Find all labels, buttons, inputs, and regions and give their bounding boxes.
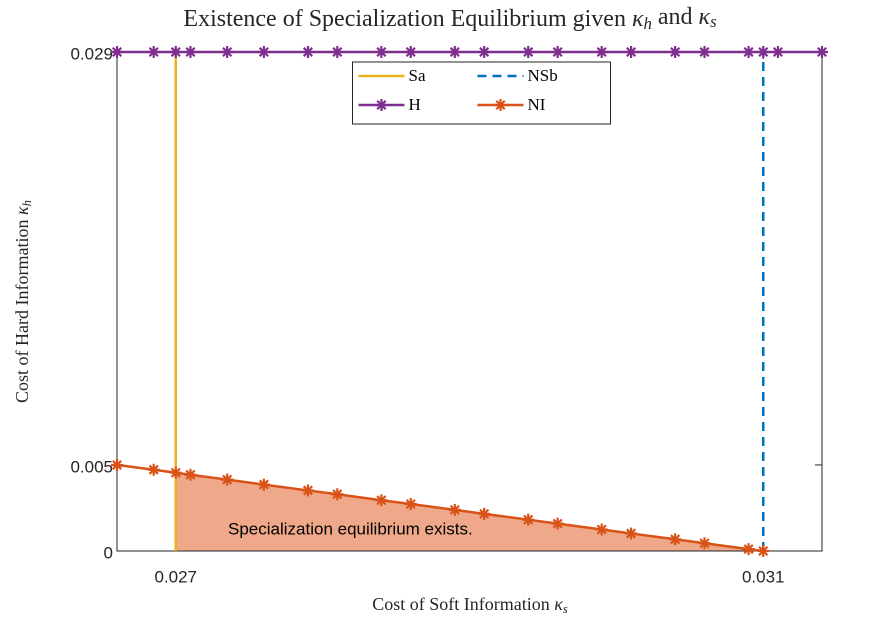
marker	[816, 46, 828, 58]
marker	[257, 478, 270, 491]
marker	[478, 507, 491, 520]
marker	[147, 463, 160, 476]
x-tick-label: 0.027	[154, 567, 197, 586]
marker	[595, 46, 608, 58]
marker	[742, 46, 755, 58]
marker	[551, 46, 564, 58]
marker	[404, 46, 417, 58]
marker	[184, 468, 197, 481]
marker	[698, 46, 711, 58]
marker	[111, 458, 123, 471]
marker	[478, 46, 491, 58]
equilibrium-region	[175, 472, 764, 551]
marker	[301, 46, 314, 58]
marker	[669, 533, 682, 546]
y-tick-label: 0.005	[70, 457, 113, 476]
legend-label: H	[409, 95, 421, 114]
marker	[375, 46, 388, 58]
marker	[757, 46, 770, 58]
marker	[257, 46, 270, 58]
marker	[169, 46, 182, 58]
marker	[625, 46, 638, 58]
x-axis-label: Cost of Soft Information κs​	[372, 594, 568, 616]
marker	[169, 466, 182, 479]
marker	[331, 488, 344, 501]
marker	[375, 494, 388, 507]
marker	[625, 527, 638, 540]
legend-label: NSb	[528, 66, 558, 85]
legend-label: Sa	[409, 66, 426, 85]
y-axis-label: Cost of Hard Information κh​	[12, 200, 34, 403]
marker	[221, 473, 234, 486]
marker	[404, 498, 417, 511]
series-line	[116, 463, 764, 553]
legend-marker	[375, 99, 388, 111]
marker	[301, 484, 314, 497]
marker	[448, 46, 461, 58]
y-tick-label: 0	[104, 543, 113, 562]
marker	[742, 543, 755, 556]
marker	[551, 517, 564, 530]
legend: Sa NSb H NI	[352, 61, 611, 125]
marker	[147, 46, 160, 58]
chart-title: Existence of Specialization Equilibrium …	[183, 3, 717, 33]
marker	[448, 503, 461, 516]
marker	[595, 523, 608, 536]
marker	[522, 513, 535, 526]
marker	[331, 46, 344, 58]
marker	[184, 46, 197, 58]
legend-marker	[494, 99, 507, 111]
legend-box	[352, 61, 611, 125]
marker	[698, 537, 711, 550]
marker	[757, 545, 770, 557]
marker	[771, 46, 784, 58]
x-tick-label: 0.031	[742, 567, 785, 586]
marker	[111, 46, 123, 58]
marker	[522, 46, 535, 58]
marker	[669, 46, 682, 58]
y-tick-label: 0.029	[70, 44, 113, 63]
annotation: Specialization equilibrium exists.	[228, 519, 473, 538]
legend-label: NI	[528, 95, 546, 114]
marker	[221, 46, 234, 58]
